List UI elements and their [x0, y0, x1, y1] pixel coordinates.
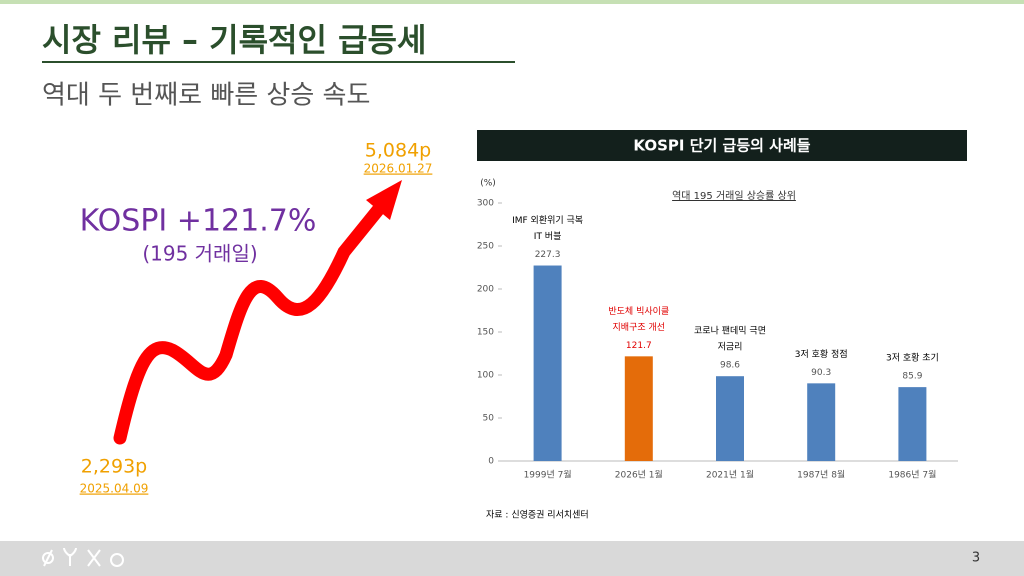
chart-subtitle: 역대 195 거래일 상승률 상위 — [672, 189, 796, 202]
trend-arrow — [113, 203, 385, 445]
top-band — [0, 0, 1024, 4]
page-number: 3 — [972, 551, 980, 566]
value-label: 85.9 — [902, 372, 922, 382]
bar — [807, 383, 836, 461]
chart-title: KOSPI 단기 급등의 사례들 — [633, 137, 810, 155]
y-tick-label: 250 — [477, 242, 494, 252]
y-tick-label: 200 — [477, 285, 494, 295]
bar-annotation: IT 버블 — [534, 231, 562, 242]
x-tick-label: 1986년 7월 — [888, 469, 936, 481]
bar — [898, 387, 927, 461]
footer-icons — [42, 547, 124, 567]
headline-note: (195 거래일) — [142, 242, 257, 266]
y-tick-label: 150 — [477, 328, 494, 338]
slide-subtitle: 역대 두 번째로 빠른 상승 속도 — [42, 81, 370, 111]
y-tick-label: 100 — [477, 371, 494, 381]
bar-annotation: IMF 외환위기 극복 — [512, 214, 583, 226]
y-tick-label: 300 — [477, 199, 494, 209]
bar — [533, 265, 562, 461]
y-unit: (%) — [480, 179, 496, 189]
x-tick-label: 1987년 8월 — [797, 469, 845, 481]
y-tick-label: 0 — [488, 457, 494, 467]
x-tick-label: 1999년 7월 — [524, 469, 572, 481]
footer-bar — [0, 541, 1024, 576]
x-tick-label: 2026년 1월 — [615, 469, 663, 481]
start-date: 2025.04.09 — [80, 482, 149, 496]
bar — [716, 376, 744, 461]
end-date: 2026.01.27 — [364, 162, 433, 176]
value-label: 227.3 — [535, 250, 561, 260]
y-tick-label: 50 — [483, 414, 495, 424]
bar-annotation: 3저 호황 정점 — [795, 348, 848, 360]
bar-annotation: 반도체 빅사이클 — [608, 306, 669, 317]
slide-title: 시장 리뷰 – 기록적인 급등세 — [42, 21, 426, 59]
source: 자료 : 신영증권 리서치센터 — [486, 509, 589, 521]
bar-annotation: 저금리 — [718, 342, 743, 353]
headline: KOSPI +121.7% — [80, 204, 317, 239]
start-level: 2,293p — [81, 456, 147, 478]
bar — [624, 356, 653, 461]
value-label: 121.7 — [626, 341, 652, 351]
value-label: 98.6 — [720, 361, 740, 371]
arrow-head — [366, 180, 402, 220]
chart-banner — [477, 130, 967, 161]
value-label: 90.3 — [811, 368, 831, 378]
bar-annotation: 지배구조 개선 — [613, 322, 666, 333]
end-level: 5,084p — [365, 140, 431, 162]
bar-annotation: 3저 호황 초기 — [886, 353, 939, 364]
bar-annotation: 코로나 팬데믹 극면 — [694, 325, 766, 337]
x-tick-label: 2021년 1월 — [706, 469, 754, 481]
